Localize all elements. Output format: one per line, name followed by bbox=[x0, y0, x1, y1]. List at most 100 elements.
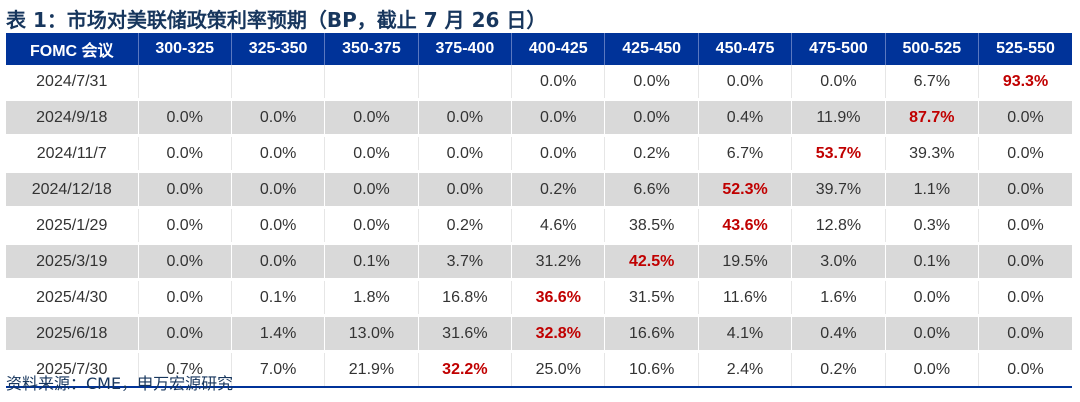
meeting-date: 2025/7/30 bbox=[36, 360, 108, 378]
probability-cell: 3.7% bbox=[417, 243, 512, 280]
probability-cell: 0.0% bbox=[978, 351, 1072, 387]
table-row: 2025/1/29 0.0% 0.0% 0.0% 0.2% 4.6% 38.5% 43.6% 1… bbox=[6, 207, 1072, 244]
header-range: 400-425 bbox=[511, 33, 605, 65]
probability-cell: 0.0% bbox=[137, 243, 232, 280]
probability-cell: 0.0% bbox=[511, 99, 605, 136]
probability-cell: 11.9% bbox=[791, 99, 886, 136]
probability-cell: 4.6% bbox=[511, 207, 605, 244]
probability-cell-highest: 53.7% bbox=[791, 135, 886, 172]
probability-cell: 11.6% bbox=[697, 279, 792, 316]
probability-cell: 0.0% bbox=[230, 99, 325, 136]
probability-cell: 0.0% bbox=[324, 171, 419, 208]
probability-cell: 6.6% bbox=[604, 171, 699, 208]
meeting-date: 2025/1/29 bbox=[36, 216, 108, 234]
probability-cell: 0.0% bbox=[978, 243, 1072, 280]
probability-cell: 0.1% bbox=[884, 243, 979, 280]
probability-cell: 0.0% bbox=[978, 171, 1072, 208]
probability-cell: 0.0% bbox=[137, 135, 232, 172]
probability-cell: 0.3% bbox=[884, 207, 979, 244]
probability-cell: 12.8% bbox=[791, 207, 886, 244]
probability-cell: 0.0% bbox=[324, 207, 419, 244]
probability-cell: 0.4% bbox=[697, 99, 792, 136]
probability-cell: 0.0% bbox=[978, 99, 1072, 136]
probability-cell-highest: 32.2% bbox=[417, 351, 512, 387]
header-range: 500-525 bbox=[884, 33, 979, 65]
header-fomc-meeting: FOMC 会议 bbox=[6, 33, 138, 65]
probability-cell: 0.0% bbox=[230, 207, 325, 244]
probability-cell: 16.6% bbox=[604, 315, 699, 352]
table-row: 2024/12/18 0.0% 0.0% 0.0% 0.0% 0.2% 6.6% 52.3% 3… bbox=[6, 171, 1072, 208]
probability-cell bbox=[417, 65, 512, 100]
probability-cell: 0.1% bbox=[230, 279, 325, 316]
table-row: 2025/7/30 0.7% 7.0% 21.9% 32.2% 25.0% 10.6% 2.4… bbox=[6, 351, 1072, 387]
header-range: 475-500 bbox=[791, 33, 886, 65]
meeting-date: 2024/12/18 bbox=[6, 171, 138, 208]
probability-cell: 0.0% bbox=[137, 315, 232, 352]
probability-cell-highest: 93.3% bbox=[978, 65, 1072, 100]
probability-cell: 0.0% bbox=[697, 65, 792, 100]
probability-cell: 31.2% bbox=[511, 243, 605, 280]
header-range: 525-550 bbox=[978, 33, 1072, 65]
header-range: 325-350 bbox=[230, 33, 325, 65]
probability-cell: 31.5% bbox=[604, 279, 699, 316]
probability-cell: 0.7% bbox=[137, 351, 232, 387]
table-title: 表 1：市场对美联储政策利率预期（BP，截止 7 月 26 日） bbox=[6, 8, 547, 32]
probability-cell: 1.6% bbox=[791, 279, 886, 316]
probability-cell: 0.0% bbox=[884, 279, 979, 316]
probability-cell: 0.0% bbox=[604, 65, 699, 100]
table-row: 2025/6/18 0.0% 1.4% 13.0% 31.6% 32.8% 16.6% 4.1… bbox=[6, 315, 1072, 352]
header-row: FOMC 会议 300-325 325-350 350-375 375-400 400-4… bbox=[6, 33, 1072, 65]
meeting-date: 2025/4/30 bbox=[36, 288, 108, 306]
probability-cell: 6.7% bbox=[884, 65, 979, 100]
table-row: 2025/4/30 0.0% 0.1% 1.8% 16.8% 36.6% 31.5% 11.6… bbox=[6, 279, 1072, 316]
probability-cell: 0.1% bbox=[324, 243, 419, 280]
probability-cell-highest: 87.7% bbox=[884, 99, 979, 136]
table-row: 2024/9/18 0.0% 0.0% 0.0% 0.0% 0.0% 0.0% 0.4% 11.… bbox=[6, 99, 1072, 136]
probability-cell: 0.2% bbox=[417, 207, 512, 244]
probability-cell: 0.2% bbox=[791, 351, 886, 387]
probability-cell: 21.9% bbox=[324, 351, 419, 387]
header-range: 375-400 bbox=[417, 33, 512, 65]
header-range: 450-475 bbox=[697, 33, 792, 65]
probability-cell bbox=[324, 65, 419, 100]
probability-cell: 0.0% bbox=[511, 135, 605, 172]
probability-cell: 39.3% bbox=[884, 135, 979, 172]
probability-cell: 0.0% bbox=[978, 315, 1072, 352]
probability-cell: 0.0% bbox=[137, 207, 232, 244]
probability-cell: 1.1% bbox=[884, 171, 979, 208]
probability-cell-highest: 52.3% bbox=[697, 171, 792, 208]
table-row: 2024/7/31 0.0% 0.0% 0.0% 0.0% 6.7% 93.3% bbox=[6, 65, 1072, 100]
table-row: 2024/11/7 0.0% 0.0% 0.0% 0.0% 0.0% 0.2% 6.7% 53.… bbox=[6, 135, 1072, 172]
probability-cell: 0.0% bbox=[884, 351, 979, 387]
meeting-date: 2024/7/31 bbox=[36, 72, 108, 90]
probability-cell-highest: 32.8% bbox=[511, 315, 605, 352]
probability-cell: 0.0% bbox=[230, 135, 325, 172]
table-row: 2025/3/19 0.0% 0.0% 0.1% 3.7% 31.2% 42.5% 19.5%… bbox=[6, 243, 1072, 280]
probability-cell: 10.6% bbox=[604, 351, 699, 387]
probability-cell: 0.0% bbox=[511, 65, 605, 100]
probability-cell: 0.0% bbox=[137, 99, 232, 136]
probability-cell: 0.2% bbox=[511, 171, 605, 208]
probability-cell: 0.0% bbox=[978, 279, 1072, 316]
probability-cell: 25.0% bbox=[511, 351, 605, 387]
probability-cell: 0.0% bbox=[324, 99, 419, 136]
probability-cell bbox=[230, 65, 325, 100]
probability-cell: 0.0% bbox=[884, 315, 979, 352]
probability-cell: 0.0% bbox=[230, 171, 325, 208]
probability-cell: 0.0% bbox=[417, 135, 512, 172]
probability-cell: 31.6% bbox=[417, 315, 512, 352]
probability-cell: 0.0% bbox=[137, 171, 232, 208]
rate-expectation-table: FOMC 会议 300-325 325-350 350-375 375-400 400-4… bbox=[6, 33, 1072, 388]
probability-cell: 0.0% bbox=[978, 135, 1072, 172]
probability-cell: 0.2% bbox=[604, 135, 699, 172]
probability-cell: 6.7% bbox=[697, 135, 792, 172]
probability-cell: 19.5% bbox=[697, 243, 792, 280]
probability-cell: 39.7% bbox=[791, 171, 886, 208]
probability-cell-highest: 43.6% bbox=[697, 207, 792, 244]
probability-cell: 1.8% bbox=[324, 279, 419, 316]
meeting-date: 2024/9/18 bbox=[6, 99, 138, 136]
probability-cell: 7.0% bbox=[230, 351, 325, 387]
probability-cell: 16.8% bbox=[417, 279, 512, 316]
probability-cell: 1.4% bbox=[230, 315, 325, 352]
probability-cell: 0.0% bbox=[604, 99, 699, 136]
